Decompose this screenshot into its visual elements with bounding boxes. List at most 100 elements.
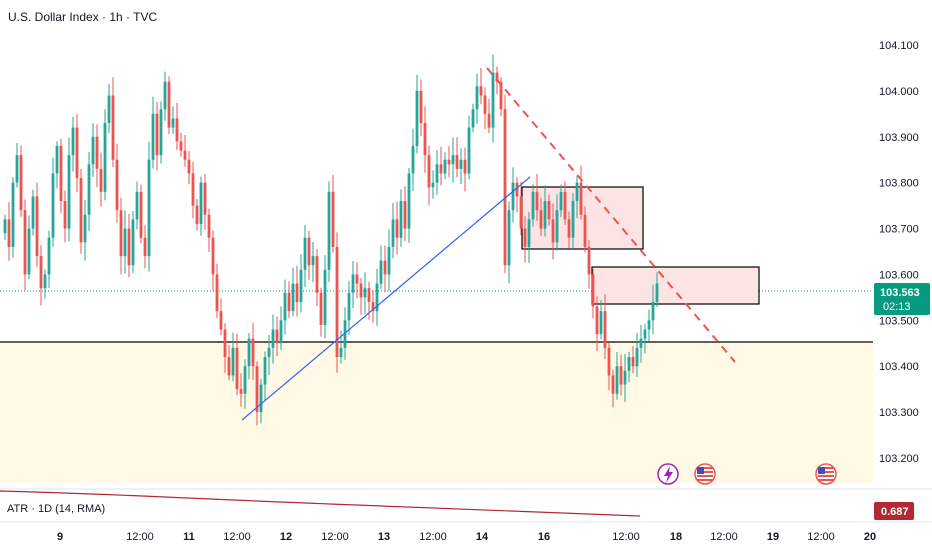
candle[interactable] [527, 219, 531, 247]
candle[interactable] [647, 320, 651, 330]
candle[interactable] [395, 219, 399, 238]
candle[interactable] [243, 366, 247, 394]
candle[interactable] [203, 182, 207, 215]
candle[interactable] [567, 219, 571, 238]
candle[interactable] [359, 283, 363, 298]
candle[interactable] [235, 347, 239, 390]
candle[interactable] [87, 164, 91, 215]
candle[interactable] [75, 127, 79, 179]
candle[interactable] [591, 274, 595, 307]
candle[interactable] [247, 338, 251, 367]
candle[interactable] [231, 347, 235, 376]
candle[interactable] [187, 159, 191, 174]
candle[interactable] [339, 347, 343, 358]
candle[interactable] [7, 219, 11, 247]
candle[interactable] [607, 347, 611, 376]
candle[interactable] [291, 283, 295, 312]
candle[interactable] [251, 338, 255, 367]
candle[interactable] [499, 81, 503, 110]
candle[interactable] [551, 219, 555, 243]
candle[interactable] [163, 81, 167, 110]
candle[interactable] [47, 237, 51, 275]
candle[interactable] [323, 269, 327, 325]
lightning-event-icon[interactable] [657, 463, 679, 485]
candle[interactable] [603, 311, 607, 348]
us-flag-event-icon[interactable] [815, 463, 837, 485]
candle[interactable] [375, 283, 379, 312]
candle[interactable] [127, 228, 131, 266]
price-axis[interactable]: 104.100 104.000 103.900 103.800 103.700 103.6… [879, 40, 919, 465]
candle[interactable] [31, 196, 35, 229]
candle[interactable] [367, 288, 371, 302]
candle[interactable] [135, 191, 139, 220]
candle[interactable] [459, 159, 463, 169]
candle[interactable] [207, 214, 211, 238]
candle[interactable] [575, 182, 579, 202]
candle[interactable] [99, 168, 103, 192]
candle[interactable] [571, 201, 575, 238]
candle[interactable] [15, 155, 19, 183]
candle[interactable] [43, 274, 47, 289]
candle[interactable] [511, 182, 515, 211]
candle[interactable] [103, 123, 107, 192]
candle[interactable] [387, 246, 391, 275]
candle[interactable] [419, 90, 423, 124]
candle[interactable] [439, 164, 443, 174]
candle[interactable] [479, 86, 483, 96]
candle[interactable] [275, 329, 279, 344]
candle[interactable] [299, 269, 303, 302]
candle[interactable] [631, 357, 635, 367]
candle[interactable] [71, 127, 75, 156]
candle[interactable] [295, 283, 299, 302]
candle[interactable] [23, 210, 27, 275]
candle[interactable] [191, 173, 195, 206]
candle[interactable] [463, 159, 467, 174]
candle[interactable] [619, 366, 623, 385]
candle[interactable] [259, 384, 263, 413]
candle[interactable] [443, 159, 447, 174]
candle[interactable] [171, 118, 175, 128]
candle[interactable] [59, 145, 63, 202]
candle[interactable] [635, 347, 639, 367]
candle[interactable] [143, 237, 147, 257]
candle[interactable] [19, 155, 23, 211]
candle[interactable] [583, 214, 587, 247]
candle[interactable] [351, 274, 355, 293]
candle[interactable] [615, 366, 619, 394]
candle[interactable] [155, 113, 159, 156]
candle[interactable] [115, 159, 119, 211]
candle[interactable] [503, 109, 507, 266]
candle[interactable] [315, 256, 319, 293]
candle[interactable] [651, 301, 655, 321]
candle[interactable] [403, 201, 407, 229]
candle[interactable] [331, 191, 335, 247]
candle[interactable] [543, 201, 547, 229]
candle[interactable] [183, 150, 187, 160]
candle[interactable] [427, 155, 431, 188]
candle[interactable] [391, 219, 395, 247]
candle[interactable] [211, 237, 215, 275]
candle[interactable] [483, 95, 487, 114]
candle[interactable] [491, 72, 495, 128]
candle[interactable] [399, 201, 403, 238]
candle[interactable] [11, 182, 15, 247]
candle[interactable] [655, 283, 659, 302]
candle[interactable] [167, 81, 171, 128]
candle[interactable] [559, 191, 563, 211]
candle[interactable] [283, 292, 287, 321]
candle[interactable] [223, 329, 227, 358]
candle[interactable] [555, 210, 559, 243]
candle[interactable] [215, 274, 219, 312]
candle[interactable] [279, 320, 283, 344]
candle[interactable] [307, 237, 311, 266]
candle[interactable] [411, 145, 415, 174]
supply-box[interactable] [591, 266, 760, 305]
candle[interactable] [523, 228, 527, 247]
candle[interactable] [311, 256, 315, 266]
candle[interactable] [467, 127, 471, 174]
candle[interactable] [79, 178, 83, 243]
candle[interactable] [271, 329, 275, 348]
candle[interactable] [95, 136, 99, 169]
candle[interactable] [475, 86, 479, 110]
